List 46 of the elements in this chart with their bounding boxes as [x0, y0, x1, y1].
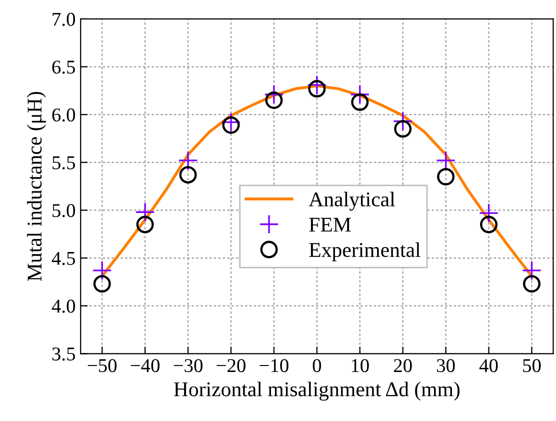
point [307, 75, 327, 95]
point [478, 203, 499, 223]
point [265, 91, 283, 109]
y-tick-label: 4.0 [52, 300, 76, 313]
y-tick-label: 7.0 [52, 12, 76, 26]
point [222, 116, 240, 134]
y-tick-label: 6.5 [52, 60, 75, 74]
point [522, 275, 540, 293]
x-tick-label: 0 [312, 359, 322, 372]
point [351, 93, 369, 111]
point [392, 111, 413, 132]
x-tick-label: 30 [437, 359, 455, 372]
y-tick-label: 5.0 [52, 204, 76, 218]
y-tick-label: 5.5 [52, 156, 75, 170]
y-tick-label: 4.5 [52, 252, 75, 266]
y-tick-label: 6.0 [52, 108, 76, 122]
point [436, 150, 456, 170]
x-tick-label: −30 [174, 359, 202, 372]
x-tick-label: 50 [523, 359, 541, 372]
point [437, 168, 455, 186]
point [350, 84, 370, 104]
legend-label: FEM [309, 218, 351, 232]
point [136, 216, 154, 234]
point [179, 166, 197, 184]
point [308, 80, 326, 98]
point [93, 275, 111, 293]
legend-label: Experimental [309, 242, 420, 262]
legend-label: Analytical [308, 192, 395, 211]
x-tick-label: −40 [130, 359, 160, 372]
point [394, 120, 412, 138]
point [522, 260, 542, 280]
x-tick-label: 10 [352, 359, 369, 372]
point [135, 202, 155, 222]
point [264, 84, 284, 104]
x-tick-label: −10 [260, 359, 288, 372]
point [480, 216, 498, 234]
x-axis-title: Horizontal misalignment Δd (mm) [174, 382, 460, 401]
x-tick-label: 20 [394, 359, 412, 372]
point [221, 112, 241, 132]
y-tick-label: 3.5 [52, 348, 75, 361]
point [92, 260, 112, 280]
x-tick-label: −20 [216, 359, 246, 372]
y-axis-title: Mutal inductance (μH) [26, 92, 46, 281]
x-tick-label: −50 [88, 359, 117, 372]
x-tick-label: 40 [479, 359, 498, 372]
point [178, 150, 198, 170]
